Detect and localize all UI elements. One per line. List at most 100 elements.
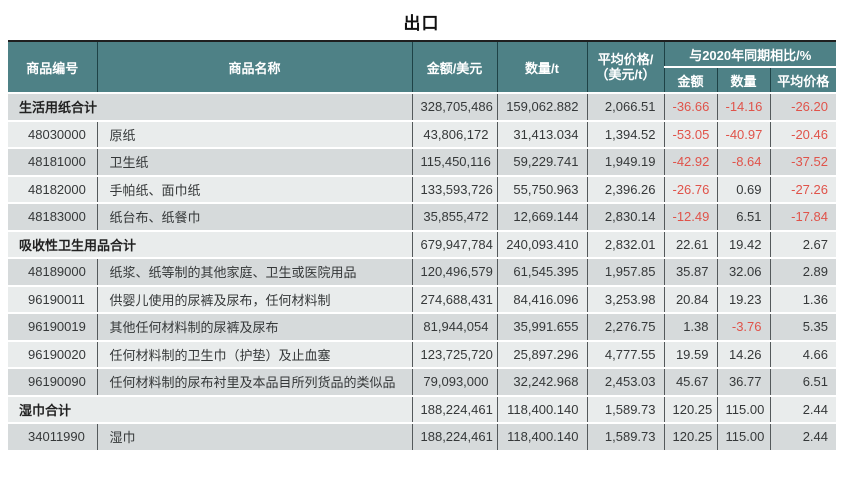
yoy-amount-cell: -36.66 bbox=[664, 93, 718, 122]
avg-price-cell: 1,394.52 bbox=[587, 120, 665, 149]
yoy-avg-price-cell: -27.26 bbox=[770, 175, 836, 204]
yoy-quantity-cell: -8.64 bbox=[717, 148, 771, 177]
code-cell: 34011990 bbox=[8, 423, 98, 452]
name-cell: 卫生纸 bbox=[97, 148, 413, 177]
amount-cell: 115,450,116 bbox=[412, 148, 498, 177]
avg-price-cell: 3,253.98 bbox=[587, 285, 665, 314]
yoy-amount-cell: 120.25 bbox=[664, 395, 718, 424]
code-cell: 48030000 bbox=[8, 120, 98, 149]
yoy-quantity-cell: 6.51 bbox=[717, 203, 771, 232]
yoy-avg-price-cell: -37.52 bbox=[770, 148, 836, 177]
col-header-yoy-avg-price: 平均价格 bbox=[770, 67, 836, 94]
code-cell: 48181000 bbox=[8, 148, 98, 177]
amount-cell: 81,944,054 bbox=[412, 313, 498, 342]
yoy-avg-price-cell: 5.35 bbox=[770, 313, 836, 342]
item-row: 96190090 任何材料制的尿布衬里及本品目所列货品的类似品 79,093,000… bbox=[8, 368, 836, 397]
table-header: 商品编号 商品名称 金额/美元 数量/t 平均价格/ （美元/t） 与2020年… bbox=[8, 41, 836, 94]
yoy-avg-price-cell: 1.36 bbox=[770, 285, 836, 314]
section-row: 生活用纸合计 328,705,486 159,062.882 2,066.51 -36.… bbox=[8, 93, 836, 122]
yoy-amount-cell: 19.59 bbox=[664, 340, 718, 369]
name-cell: 湿巾 bbox=[97, 423, 413, 452]
amount-cell: 123,725,720 bbox=[412, 340, 498, 369]
col-header-name: 商品名称 bbox=[97, 41, 413, 94]
amount-cell: 679,947,784 bbox=[412, 230, 498, 259]
quantity-cell: 84,416.096 bbox=[497, 285, 588, 314]
item-row: 48183000 纸台布、纸餐巾 35,855,472 12,669.144 2,830… bbox=[8, 203, 836, 232]
avg-price-cell: 2,276.75 bbox=[587, 313, 665, 342]
col-header-yoy-group: 与2020年同期相比/% bbox=[664, 41, 836, 68]
amount-cell: 79,093,000 bbox=[412, 368, 498, 397]
name-cell: 其他任何材料制的尿裤及尿布 bbox=[97, 313, 413, 342]
yoy-avg-price-cell: 2.44 bbox=[770, 395, 836, 424]
quantity-cell: 118,400.140 bbox=[497, 423, 588, 452]
yoy-avg-price-cell: 2.89 bbox=[770, 258, 836, 287]
col-header-yoy-quantity: 数量 bbox=[717, 67, 771, 94]
avg-price-cell: 2,830.14 bbox=[587, 203, 665, 232]
avg-price-cell: 1,589.73 bbox=[587, 395, 665, 424]
yoy-quantity-cell: -14.16 bbox=[717, 93, 771, 122]
name-cell: 纸台布、纸餐巾 bbox=[97, 203, 413, 232]
yoy-amount-cell: -26.76 bbox=[664, 175, 718, 204]
yoy-avg-price-cell: 4.66 bbox=[770, 340, 836, 369]
amount-cell: 133,593,726 bbox=[412, 175, 498, 204]
item-row: 34011990 湿巾 188,224,461 118,400.140 1,589.73… bbox=[8, 423, 836, 452]
quantity-cell: 35,991.655 bbox=[497, 313, 588, 342]
quantity-cell: 32,242.968 bbox=[497, 368, 588, 397]
avg-price-cell: 2,066.51 bbox=[587, 93, 665, 122]
yoy-quantity-cell: 19.23 bbox=[717, 285, 771, 314]
yoy-quantity-cell: -3.76 bbox=[717, 313, 771, 342]
yoy-avg-price-cell: 2.44 bbox=[770, 423, 836, 452]
yoy-quantity-cell: 115.00 bbox=[717, 423, 771, 452]
yoy-amount-cell: 120.25 bbox=[664, 423, 718, 452]
header-row-sub: 金额 数量 平均价格 bbox=[8, 67, 836, 94]
quantity-cell: 55,750.963 bbox=[497, 175, 588, 204]
yoy-avg-price-cell: 2.67 bbox=[770, 230, 836, 259]
yoy-avg-price-cell: -20.46 bbox=[770, 120, 836, 149]
yoy-amount-cell: 20.84 bbox=[664, 285, 718, 314]
name-cell: 任何材料制的卫生巾（护垫）及止血塞 bbox=[97, 340, 413, 369]
amount-cell: 188,224,461 bbox=[412, 395, 498, 424]
avg-price-cell: 1,949.19 bbox=[587, 148, 665, 177]
quantity-cell: 25,897.296 bbox=[497, 340, 588, 369]
code-cell: 96190019 bbox=[8, 313, 98, 342]
item-row: 48189000 纸浆、纸等制的其他家庭、卫生或医院用品 120,496,579 61… bbox=[8, 258, 836, 287]
col-header-avg-price-line2: （美元/t） bbox=[595, 67, 656, 82]
name-cell: 原纸 bbox=[97, 120, 413, 149]
yoy-amount-cell: -12.49 bbox=[664, 203, 718, 232]
yoy-quantity-cell: 36.77 bbox=[717, 368, 771, 397]
yoy-quantity-cell: 115.00 bbox=[717, 395, 771, 424]
yoy-quantity-cell: 19.42 bbox=[717, 230, 771, 259]
yoy-amount-cell: 1.38 bbox=[664, 313, 718, 342]
page-title: 出口 bbox=[403, 14, 440, 33]
avg-price-cell: 2,832.01 bbox=[587, 230, 665, 259]
code-cell: 96190020 bbox=[8, 340, 98, 369]
section-row: 吸收性卫生用品合计 679,947,784 240,093.410 2,832.01 2… bbox=[8, 230, 836, 259]
section-title-cell: 吸收性卫生用品合计 bbox=[8, 230, 413, 259]
code-cell: 96190011 bbox=[8, 285, 98, 314]
quantity-cell: 12,669.144 bbox=[497, 203, 588, 232]
yoy-quantity-cell: 32.06 bbox=[717, 258, 771, 287]
header-row-top: 商品编号 商品名称 金额/美元 数量/t 平均价格/ （美元/t） 与2020年… bbox=[8, 41, 836, 94]
avg-price-cell: 2,396.26 bbox=[587, 175, 665, 204]
col-header-yoy-amount: 金额 bbox=[664, 67, 718, 94]
name-cell: 手帕纸、面巾纸 bbox=[97, 175, 413, 204]
name-cell: 纸浆、纸等制的其他家庭、卫生或医院用品 bbox=[97, 258, 413, 287]
code-cell: 48189000 bbox=[8, 258, 98, 287]
name-cell: 任何材料制的尿布衬里及本品目所列货品的类似品 bbox=[97, 368, 413, 397]
code-cell: 48182000 bbox=[8, 175, 98, 204]
section-row: 湿巾合计 188,224,461 118,400.140 1,589.73 120.25… bbox=[8, 395, 836, 424]
amount-cell: 188,224,461 bbox=[412, 423, 498, 452]
item-row: 48182000 手帕纸、面巾纸 133,593,726 55,750.963 2,39… bbox=[8, 175, 836, 204]
yoy-avg-price-cell: -17.84 bbox=[770, 203, 836, 232]
section-title-cell: 湿巾合计 bbox=[8, 395, 413, 424]
avg-price-cell: 1,589.73 bbox=[587, 423, 665, 452]
item-row: 48030000 原纸 43,806,172 31,413.034 1,394.52 -5… bbox=[8, 120, 836, 149]
quantity-cell: 61,545.395 bbox=[497, 258, 588, 287]
yoy-avg-price-cell: 6.51 bbox=[770, 368, 836, 397]
yoy-quantity-cell: -40.97 bbox=[717, 120, 771, 149]
item-row: 96190019 其他任何材料制的尿裤及尿布 81,944,054 35,991.65… bbox=[8, 313, 836, 342]
amount-cell: 43,806,172 bbox=[412, 120, 498, 149]
section-title-cell: 生活用纸合计 bbox=[8, 93, 413, 122]
avg-price-cell: 1,957.85 bbox=[587, 258, 665, 287]
item-row: 96190011 供婴儿使用的尿裤及尿布，任何材料制 274,688,431 84,4… bbox=[8, 285, 836, 314]
